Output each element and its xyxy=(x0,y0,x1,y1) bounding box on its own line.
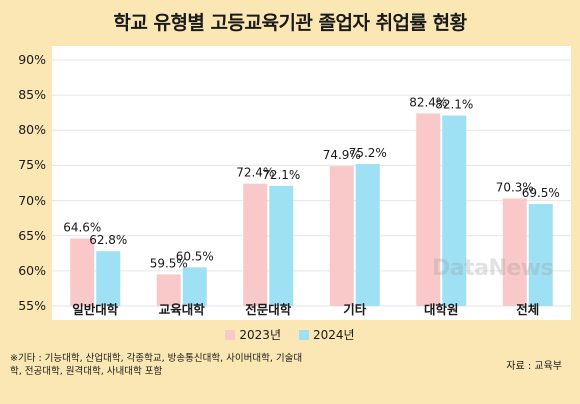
bar-2023 xyxy=(329,166,354,306)
y-tick-label: 70% xyxy=(18,192,46,208)
bar-2024 xyxy=(269,185,294,306)
bar-2024 xyxy=(182,267,207,306)
bar-2023 xyxy=(156,274,181,306)
y-tick-label: 55% xyxy=(18,298,46,313)
data-label: 69.5% xyxy=(522,186,560,200)
data-label: 64.6% xyxy=(63,221,101,235)
watermark: DataNews xyxy=(432,256,554,281)
bar-2024 xyxy=(528,204,553,306)
y-tick-label: 90% xyxy=(18,52,46,67)
bar-2023 xyxy=(416,113,441,306)
bar-2023 xyxy=(243,183,268,306)
x-tick-label: 교육대학 xyxy=(158,302,205,317)
data-label: 60.5% xyxy=(176,249,214,263)
plot-area: 64.6% 59.5% 72.4% 74.9% 82.4% 70.3% 62.8% 60.5%… xyxy=(52,46,571,320)
data-label: 70.3% xyxy=(496,180,534,194)
legend-item-2023: 2023년 xyxy=(225,326,281,343)
bar-2024 xyxy=(442,115,467,306)
data-label: 82.1% xyxy=(435,98,473,112)
data-label: 74.9% xyxy=(323,148,361,162)
chart-title: 학교 유형별 고등교육기관 졸업자 취업률 현황 xyxy=(113,12,467,34)
legend-swatch-2023 xyxy=(225,329,236,340)
data-label: 72.1% xyxy=(262,168,300,182)
bar-2023 xyxy=(70,238,95,306)
bar-chart: 64.6% 59.5% 72.4% 74.9% 82.4% 70.3% 62.8% 60.5%… xyxy=(52,59,571,307)
legend-item-2024: 2024년 xyxy=(299,326,355,343)
footnote: ※기타 : 기능대학, 산업대학, 각종학교, 방송통신대학, 사이버대학, 기… xyxy=(10,353,303,377)
data-label: 75.2% xyxy=(349,146,387,160)
bar-2023 xyxy=(502,198,527,306)
y-tick-label: 60% xyxy=(18,262,46,278)
data-label: 59.5% xyxy=(150,256,188,270)
data-label: 62.8% xyxy=(89,233,127,247)
source-note: 자료 : 교육부 xyxy=(506,361,562,372)
y-tick-label: 65% xyxy=(18,227,46,243)
bar-2024 xyxy=(96,251,121,306)
y-tick-label: 80% xyxy=(18,122,46,138)
y-tick-label: 75% xyxy=(18,157,46,173)
legend-label-2024: 2024년 xyxy=(313,328,355,342)
bar-2024 xyxy=(355,164,380,306)
data-label: 72.4% xyxy=(236,166,274,180)
data-label: 82.4% xyxy=(409,95,447,109)
x-tick-label: 전체 xyxy=(516,302,540,317)
legend: 2023년 2024년 xyxy=(0,326,580,343)
x-tick-label: 기타 xyxy=(343,302,367,317)
x-tick-label: 전문대학 xyxy=(245,302,292,317)
legend-label-2023: 2023년 xyxy=(239,328,281,342)
y-tick-label: 85% xyxy=(18,87,46,103)
x-tick-label: 일반대학 xyxy=(72,302,119,317)
x-tick-label: 대학원 xyxy=(423,302,459,317)
legend-swatch-2024 xyxy=(299,329,309,340)
